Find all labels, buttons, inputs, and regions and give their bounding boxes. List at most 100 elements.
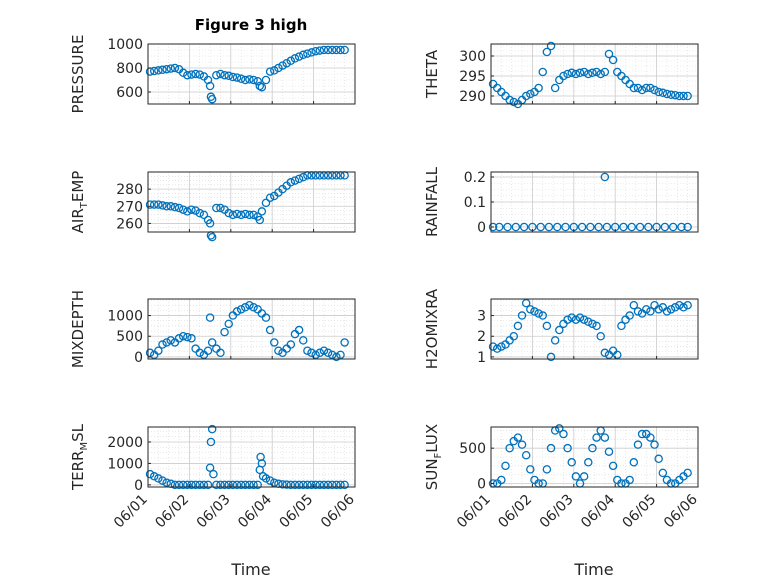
- theta-data-point: [588, 68, 597, 78]
- pressure-data-point: [303, 49, 312, 58]
- sun_flux-y-tick-label: 0: [477, 476, 486, 492]
- terr_msl-data-point: [212, 480, 221, 490]
- theta-y-tick-label: 290: [459, 89, 486, 105]
- terr_msl-data-point: [170, 480, 180, 490]
- pressure-data-point: [178, 68, 188, 78]
- rainfall-data-point: [677, 222, 686, 232]
- rainfall-data-point: [586, 222, 595, 232]
- h2omixra-data-point: [492, 344, 502, 353]
- pressure-data-point: [191, 69, 200, 79]
- h2omixra-data-point: [497, 342, 506, 351]
- mixdepth-data-point: [294, 325, 304, 335]
- sun_flux-y-tick-label: 500: [459, 441, 486, 457]
- figure-title: Figure 3 high: [195, 16, 308, 34]
- rainfall-y-tick-label: 0: [477, 220, 486, 236]
- mixdepth-data-point: [249, 303, 258, 312]
- air_temp-y-tick-label: 280: [116, 182, 143, 198]
- air_temp-data-point: [290, 176, 300, 185]
- sun_flux-data-point: [513, 433, 523, 442]
- air_temp-data-point: [265, 193, 275, 202]
- pressure-data-point: [336, 45, 345, 55]
- terr_msl-data-point: [178, 480, 188, 490]
- terr_msl-data-point: [158, 476, 167, 485]
- mixdepth-axes-box: [147, 298, 356, 360]
- pressure-data-point: [195, 70, 204, 79]
- mixdepth-data-point: [336, 350, 345, 360]
- theta-data-point: [608, 55, 618, 65]
- pressure-data-point: [205, 81, 215, 91]
- rainfall-data-point: [602, 222, 612, 232]
- h2omixra-data-point: [654, 305, 663, 314]
- sun_flux-data-point: [505, 443, 514, 453]
- rainfall-data-point: [635, 222, 645, 232]
- terr_msl-data-point: [187, 480, 196, 490]
- terr_msl-data-point: [257, 459, 267, 468]
- mixdepth-data-point: [187, 334, 196, 343]
- mixdepth-data-point: [145, 348, 155, 358]
- theta-data-point: [666, 90, 676, 100]
- mixdepth-data-point: [303, 346, 312, 355]
- air_temp-data-point: [298, 172, 308, 182]
- pressure-data-point: [261, 75, 271, 85]
- sun_flux-data-point: [517, 440, 527, 449]
- h2omixra-y-tick-label: 3: [477, 309, 486, 325]
- rainfall-y-tick-label: 0.1: [464, 195, 486, 211]
- x-axis-label-left: Time: [230, 560, 270, 579]
- terr_msl-y-tick-label: 1000: [107, 456, 143, 472]
- pressure-data-point: [327, 45, 337, 55]
- terr_msl-data-point: [207, 424, 217, 434]
- mixdepth-data-point: [158, 340, 167, 349]
- theta-data-point: [534, 83, 543, 93]
- theta-y-tick-label: 300: [459, 49, 486, 65]
- x-axis-label-right: Time: [573, 560, 613, 579]
- theta-data-point: [642, 83, 651, 93]
- terr_msl-y-tick-label: 0: [134, 478, 143, 494]
- theta-data-point: [592, 67, 601, 77]
- terr_msl-data-point: [195, 480, 204, 490]
- air_temp-data-point: [294, 174, 304, 184]
- sun_flux-data-point: [501, 461, 510, 471]
- terr_msl-data-point: [307, 480, 316, 490]
- terr_msl-data-point: [220, 480, 229, 490]
- mixdepth-data-point: [311, 350, 320, 360]
- terr_msl-data-point: [145, 469, 155, 479]
- mixdepth-data-point: [307, 348, 316, 358]
- sun_flux-data-point: [654, 454, 663, 464]
- mixdepth-data-point: [270, 338, 279, 347]
- terr_msl-y-tick-label: 2000: [107, 435, 143, 451]
- subplot-h2omixra: 1 2 3 H2OMIXRA: [423, 288, 699, 369]
- mixdepth-data-point: [241, 303, 250, 312]
- terr_msl-data-point: [245, 480, 254, 490]
- h2omixra-data-point: [546, 352, 556, 362]
- pressure-data-point: [282, 58, 291, 68]
- h2omixra-data-point: [596, 331, 605, 341]
- theta-data-point: [542, 47, 552, 57]
- theta-y-axis-label: THETA: [423, 49, 441, 99]
- terr_msl-data-point: [203, 480, 213, 490]
- h2omixra-data-point: [526, 305, 535, 314]
- rainfall-data-point: [536, 222, 545, 232]
- sun_flux-data-point: [521, 450, 531, 460]
- h2omixra-data-point: [617, 321, 626, 331]
- pressure-data-point: [298, 50, 308, 60]
- theta-data-point: [567, 68, 576, 78]
- mixdepth-data-point: [216, 348, 225, 358]
- rainfall-data-point: [519, 222, 529, 232]
- terr_msl-data-point: [323, 480, 333, 490]
- air_temp-data-point: [178, 205, 188, 214]
- air_temp-data-point: [174, 203, 184, 213]
- h2omixra-data-point: [662, 307, 672, 316]
- sun_flux-data-point: [608, 461, 618, 471]
- air_temp-data-point: [224, 208, 233, 218]
- sun_flux-data-point: [625, 475, 634, 485]
- pressure-data-point: [257, 82, 267, 92]
- h2omixra-data-point: [534, 309, 543, 318]
- pressure-data-point: [224, 71, 233, 81]
- terr_msl-data-point: [249, 480, 258, 490]
- rainfall-data-point: [577, 222, 587, 232]
- sun_flux-data-point: [592, 433, 601, 442]
- h2omixra-data-point: [550, 336, 560, 345]
- h2omixra-data-point: [579, 315, 589, 324]
- mixdepth-data-point: [174, 334, 184, 343]
